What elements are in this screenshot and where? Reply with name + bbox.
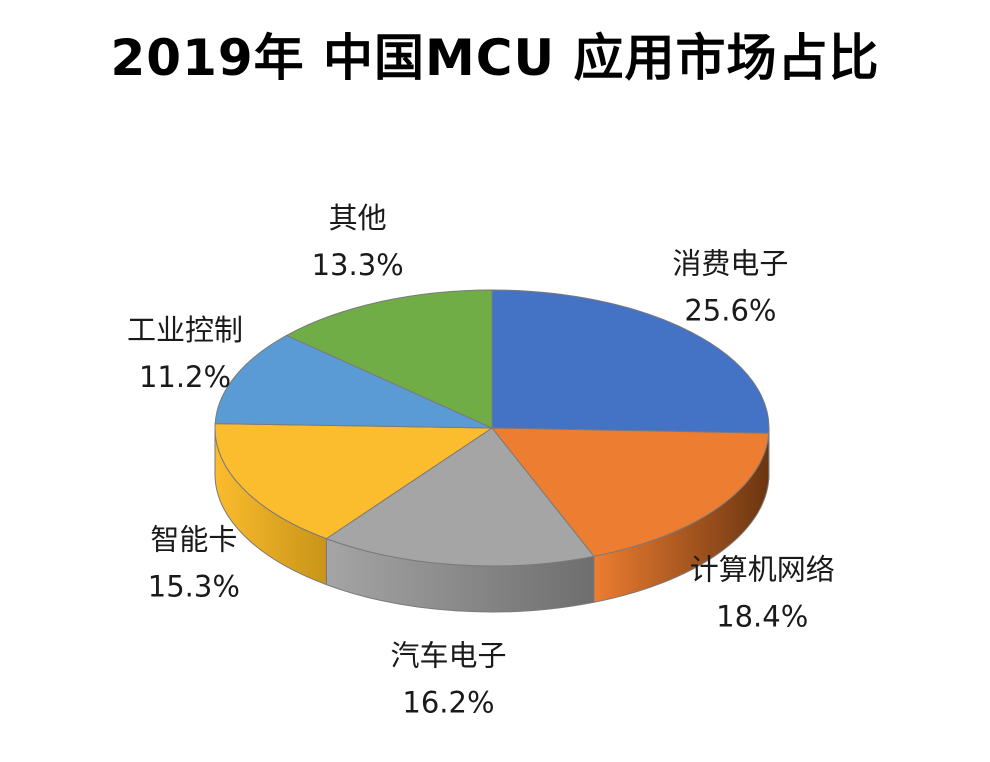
pie-slice-2 bbox=[325, 427, 595, 567]
slice-value-label-5: 13.3% bbox=[312, 248, 404, 282]
pie-slice-3 bbox=[214, 423, 494, 540]
slice-name-label-5: 其他 bbox=[329, 201, 387, 235]
pie-slice-0 bbox=[491, 289, 770, 434]
pie-slice-1 bbox=[490, 427, 770, 557]
slice-value-label-0: 25.6% bbox=[684, 294, 776, 328]
slice-name-label-3: 智能卡 bbox=[150, 523, 237, 557]
pie-slice-5 bbox=[285, 289, 493, 429]
slice-name-label-4: 工业控制 bbox=[127, 313, 243, 347]
slice-name-label-0: 消费电子 bbox=[672, 247, 788, 281]
slice-value-label-4: 11.2% bbox=[139, 360, 231, 394]
slice-name-label-2: 汽车电子 bbox=[390, 639, 506, 673]
slice-value-label-2: 16.2% bbox=[402, 686, 494, 720]
chart-title: 2019年 中国MCU 应用市场占比 bbox=[110, 29, 880, 87]
pie-slice-4 bbox=[214, 334, 493, 429]
pie-top-faces bbox=[214, 289, 770, 567]
pie-labels: 消费电子 25.6% 计算机网络 18.4% 汽车电子 16.2% 智能卡 15.3% 工业控制… bbox=[127, 201, 835, 720]
slice-value-label-1: 18.4% bbox=[716, 600, 808, 634]
slice-name-label-1: 计算机网络 bbox=[690, 553, 835, 587]
slice-value-label-3: 15.3% bbox=[148, 570, 240, 604]
